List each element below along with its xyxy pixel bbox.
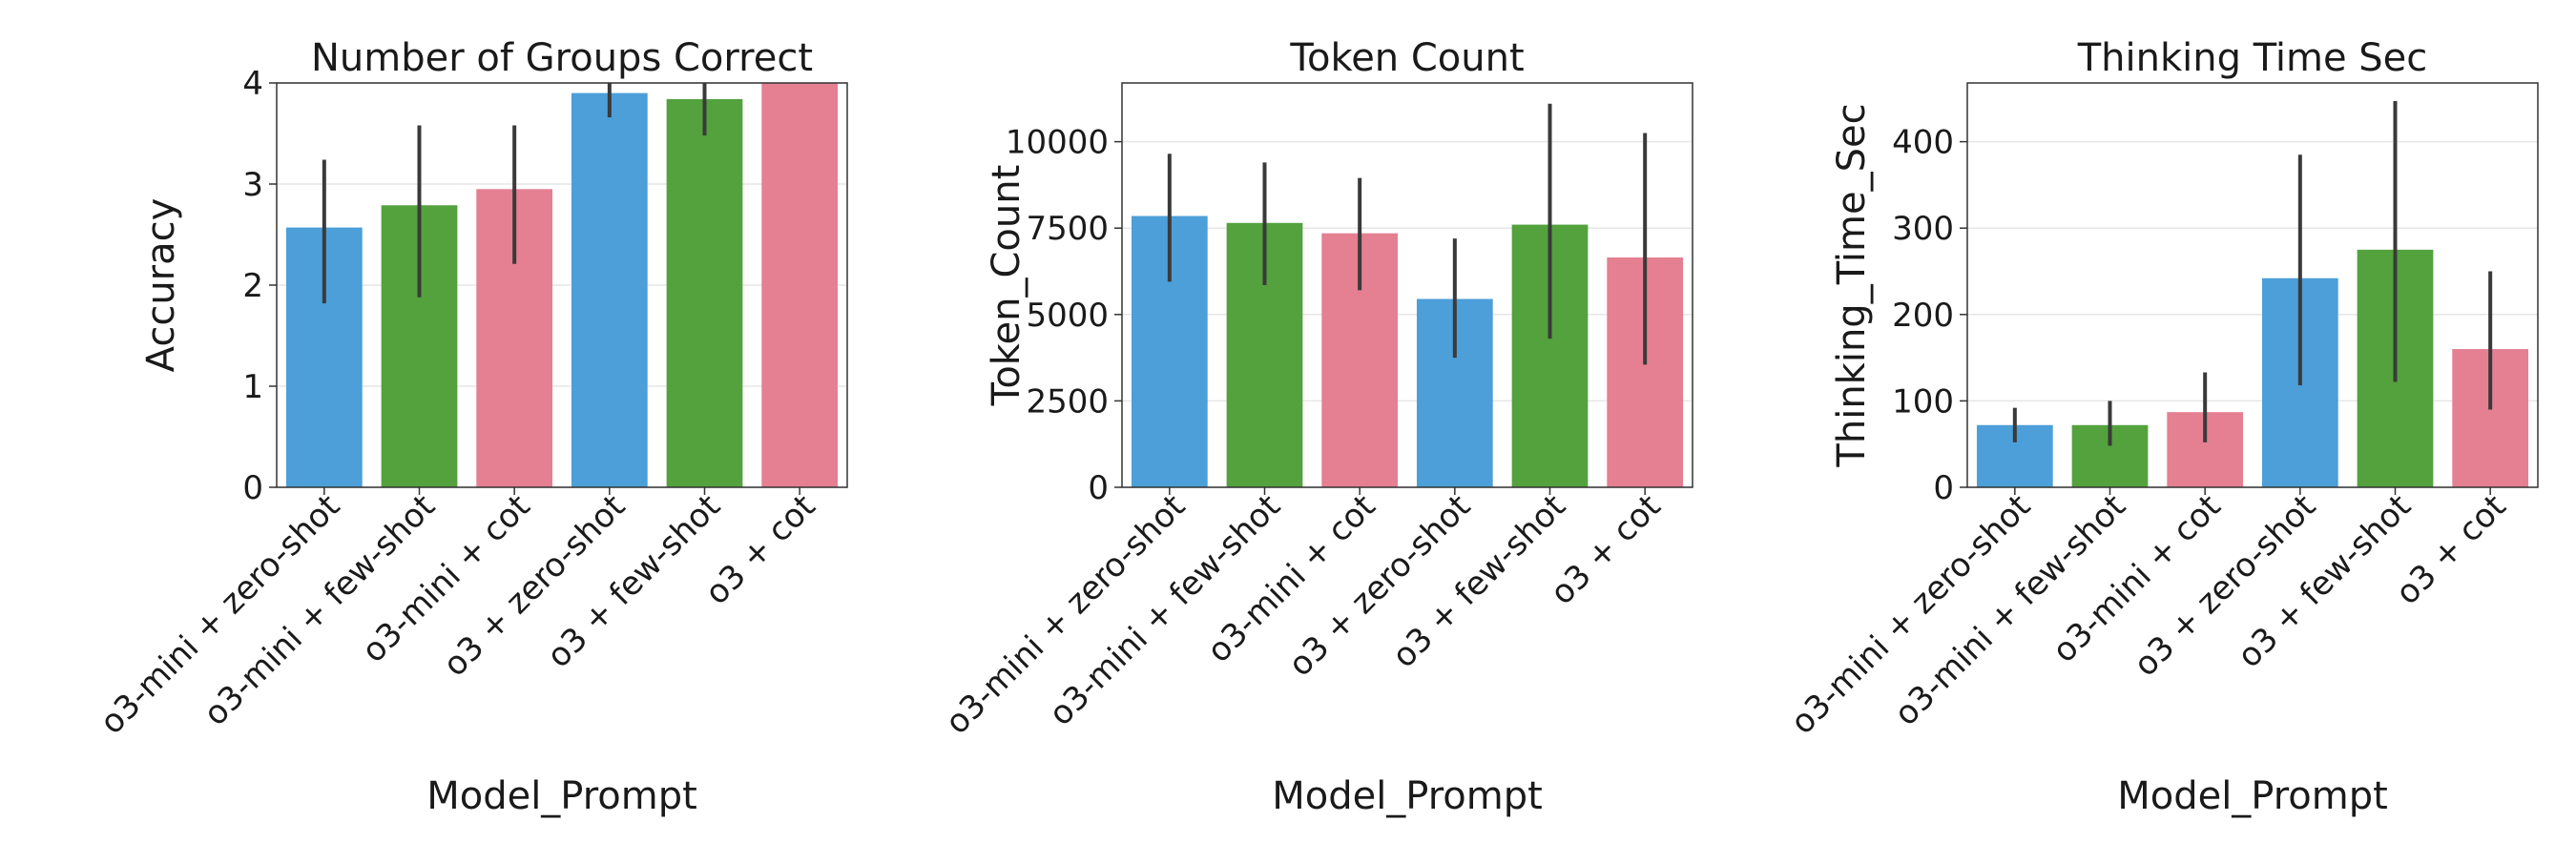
plot-frame xyxy=(1966,82,2539,488)
x-tick-label: o3 + few-shot xyxy=(2231,487,2419,675)
y-tick-label: 0 xyxy=(242,469,263,507)
y-tick-label: 2 xyxy=(242,267,263,305)
y-tick-label: 1 xyxy=(242,368,263,406)
chart-title: Number of Groups Correct xyxy=(311,36,813,80)
y-tick-label: 3 xyxy=(242,166,263,204)
x-axis-label: Model_Prompt xyxy=(426,774,697,818)
bar xyxy=(761,83,839,487)
y-tick-label: 300 xyxy=(1892,210,1954,248)
plot-frame xyxy=(1121,82,1693,488)
y-tick-label: 100 xyxy=(1892,382,1954,421)
bar xyxy=(666,98,743,488)
x-axis-label: Model_Prompt xyxy=(1272,774,1543,818)
y-tick-label: 4 xyxy=(242,65,263,103)
chart-title: Thinking Time Sec xyxy=(2077,36,2428,80)
x-tick-label: o3-mini + cot xyxy=(2046,487,2229,670)
y-axis-label: Thinking_Time_Sec xyxy=(1830,103,1874,467)
y-tick-label: 0 xyxy=(1933,469,1954,507)
y-tick-label: 2500 xyxy=(1026,382,1109,421)
x-tick-label: o3-mini + cot xyxy=(355,487,538,670)
x-tick-label: o3 + few-shot xyxy=(540,487,728,675)
y-axis-label: Token_Count xyxy=(985,165,1028,407)
y-tick-label: 5000 xyxy=(1026,297,1109,335)
y-tick-label: 0 xyxy=(1088,469,1109,507)
bar xyxy=(571,92,648,487)
chart-title: Token Count xyxy=(1289,36,1524,80)
x-tick-label: o3 + few-shot xyxy=(1385,487,1573,675)
y-tick-label: 400 xyxy=(1892,124,1954,162)
y-tick-label: 7500 xyxy=(1026,210,1109,248)
y-axis-label: Accuracy xyxy=(139,198,183,373)
x-tick-label: o3-mini + cot xyxy=(1200,487,1383,670)
y-tick-label: 10000 xyxy=(1006,124,1109,162)
y-tick-label: 200 xyxy=(1892,297,1954,335)
x-axis-label: Model_Prompt xyxy=(2117,774,2388,818)
